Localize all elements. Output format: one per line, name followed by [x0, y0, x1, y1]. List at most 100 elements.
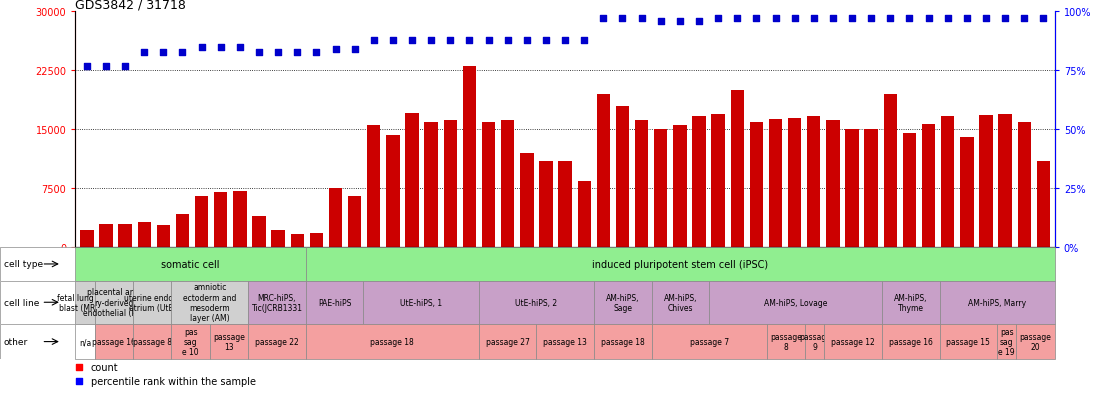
Point — [671, 19, 689, 25]
Text: induced pluripotent stem cell (iPSC): induced pluripotent stem cell (iPSC) — [593, 259, 768, 269]
Point — [633, 16, 650, 23]
Text: GDS3842 / 31718: GDS3842 / 31718 — [75, 0, 186, 11]
Text: fetal lung fibro
blast (MRC-5): fetal lung fibro blast (MRC-5) — [57, 293, 113, 312]
Bar — [692, 117, 706, 248]
Bar — [310, 234, 324, 248]
Bar — [1037, 161, 1050, 248]
Text: passage 22: passage 22 — [255, 337, 299, 346]
Bar — [596, 95, 611, 248]
Point — [862, 16, 880, 23]
Point — [327, 47, 345, 53]
Point — [308, 49, 326, 56]
Bar — [100, 224, 113, 248]
Point — [748, 16, 766, 23]
Text: passage 13: passage 13 — [543, 337, 587, 346]
Point — [230, 45, 248, 51]
Text: UtE-hiPS, 2: UtE-hiPS, 2 — [515, 298, 557, 307]
Text: AM-hiPS,
Sage: AM-hiPS, Sage — [606, 293, 639, 312]
Point — [212, 45, 229, 51]
Bar — [80, 230, 93, 248]
Point — [365, 37, 382, 44]
Bar — [520, 154, 534, 248]
Point — [804, 16, 822, 23]
Bar — [214, 193, 227, 248]
Bar — [387, 135, 400, 248]
Bar — [616, 107, 629, 248]
Text: MRC-hiPS,
Tic(JCRB1331: MRC-hiPS, Tic(JCRB1331 — [252, 293, 302, 312]
Point — [728, 16, 746, 23]
Point — [288, 49, 306, 56]
Point — [517, 37, 535, 44]
Text: cell type: cell type — [3, 260, 43, 269]
Text: UtE-hiPS, 1: UtE-hiPS, 1 — [400, 298, 442, 307]
Bar — [443, 121, 456, 248]
Bar — [903, 134, 916, 248]
Point — [595, 16, 613, 23]
Text: AM-hiPS, Marry: AM-hiPS, Marry — [968, 298, 1026, 307]
Point — [938, 16, 956, 23]
Text: passage 8: passage 8 — [133, 337, 172, 346]
Text: uterine endom
etrium (UtE): uterine endom etrium (UtE) — [124, 293, 181, 312]
Bar — [827, 121, 840, 248]
Point — [556, 37, 574, 44]
Text: PAE-hiPS: PAE-hiPS — [318, 298, 351, 307]
Bar — [788, 118, 801, 248]
Bar — [329, 189, 342, 248]
Bar — [961, 138, 974, 248]
Text: cell line: cell line — [3, 298, 39, 307]
Point — [709, 16, 727, 23]
Text: AM-hiPS,
Chives: AM-hiPS, Chives — [664, 293, 697, 312]
Point — [193, 45, 211, 51]
Text: passage
20: passage 20 — [1019, 332, 1051, 351]
Text: passage
9: passage 9 — [799, 332, 831, 351]
Text: passage
13: passage 13 — [213, 332, 245, 351]
Text: amniotic
ectoderm and
mesoderm
layer (AM): amniotic ectoderm and mesoderm layer (AM… — [183, 282, 236, 323]
Bar — [883, 95, 897, 248]
Point — [958, 16, 976, 23]
Text: AM-hiPS, Lovage: AM-hiPS, Lovage — [763, 298, 828, 307]
Point — [441, 37, 459, 44]
Bar — [137, 223, 151, 248]
Point — [154, 49, 172, 56]
Bar — [1017, 122, 1030, 248]
Text: passage 15: passage 15 — [946, 337, 991, 346]
Bar — [233, 191, 247, 248]
Bar — [348, 197, 361, 248]
Point — [1015, 16, 1033, 23]
Point — [98, 63, 115, 70]
Bar — [156, 225, 170, 248]
Point — [461, 37, 479, 44]
Bar — [654, 130, 667, 248]
Point — [901, 16, 919, 23]
Bar — [463, 67, 476, 248]
Point — [575, 37, 593, 44]
Point — [78, 63, 95, 70]
Bar — [864, 130, 878, 248]
Point — [174, 49, 192, 56]
Point — [116, 63, 134, 70]
Point — [346, 47, 363, 53]
Bar — [501, 121, 514, 248]
Point — [843, 16, 861, 23]
Point — [977, 16, 995, 23]
Point — [882, 16, 900, 23]
Bar — [540, 161, 553, 248]
Text: count: count — [91, 362, 119, 372]
Point — [996, 16, 1014, 23]
Text: passage 18: passage 18 — [370, 337, 414, 346]
Point — [296, 186, 314, 193]
Bar — [635, 121, 648, 248]
Point — [767, 16, 784, 23]
Bar — [424, 123, 438, 248]
Bar — [482, 122, 495, 248]
Bar — [406, 114, 419, 248]
Text: passage 18: passage 18 — [601, 337, 645, 346]
Bar — [674, 126, 687, 248]
Bar — [711, 114, 725, 248]
Bar — [195, 197, 208, 248]
Text: passage
8: passage 8 — [770, 332, 802, 351]
Bar — [998, 114, 1012, 248]
Text: somatic cell: somatic cell — [162, 259, 219, 269]
Text: AM-hiPS,
Thyme: AM-hiPS, Thyme — [894, 293, 927, 312]
Bar — [577, 181, 591, 248]
